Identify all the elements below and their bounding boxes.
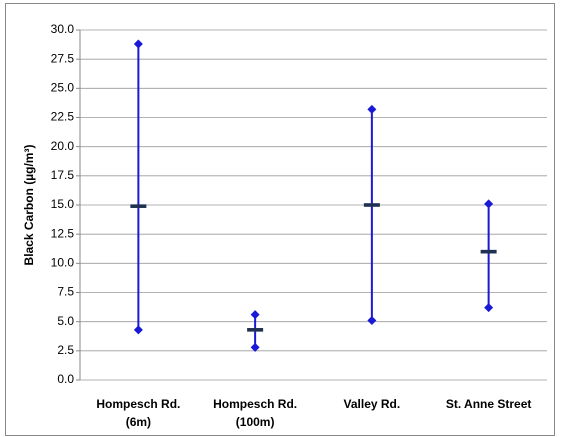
marker [484,303,494,313]
marker [133,325,143,335]
marker [133,39,143,49]
marker [484,199,494,209]
y-tick-label: 25.0 [51,81,75,95]
marker [250,310,260,320]
x-tick-label: (100m) [236,415,275,429]
marker [250,342,260,352]
mean-marker [480,249,497,254]
marker [367,316,377,325]
mean-marker [363,203,380,207]
y-axis-title: Black Carbon (µg/m³) [22,145,36,266]
y-tick-label: 7.5 [57,285,74,299]
chart-frame [5,3,555,436]
marker [367,104,377,114]
y-tick-label: 17.5 [51,168,75,182]
y-tick-label: 5.0 [57,314,74,328]
x-tick-label: (6m) [126,415,151,429]
x-tick-label: St. Anne Street [446,397,532,411]
y-tick-label: 10.0 [51,256,75,270]
y-tick-label: 27.5 [51,51,75,65]
x-tick-label: Valley Rd. [344,397,401,411]
y-tick-label: 12.5 [51,226,75,240]
y-tick-label: 22.5 [51,110,75,124]
y-tick-label: 2.5 [57,343,74,357]
y-tick-label: 0.0 [57,372,74,386]
y-tick-label: 20.0 [51,139,75,153]
x-tick-label: Hompesch Rd. [96,397,180,411]
x-tick-label: Hompesch Rd. [213,397,297,411]
y-tick-label: 30.0 [51,22,75,36]
mean-marker [247,328,264,332]
mean-marker [130,204,147,208]
y-tick-label: 15.0 [51,197,75,211]
